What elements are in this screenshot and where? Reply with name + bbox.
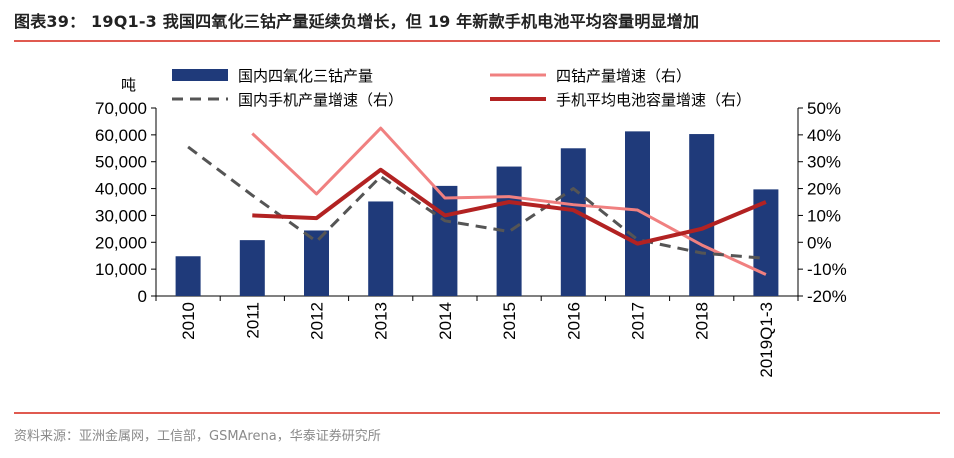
line-series-2 <box>187 145 767 260</box>
legend-label: 国内手机产量增速（右） <box>238 91 403 109</box>
x-tick-label: 2019Q1-3 <box>757 302 776 378</box>
bar <box>175 256 201 296</box>
chart-legend: 国内四氧化三钴产量 四钴产量增速（右） 国内手机产量增速（右） 手机平均电池容量增速（… <box>172 67 751 109</box>
x-tick-label: 2010 <box>179 302 198 340</box>
bar-series <box>175 131 779 296</box>
x-tick-label: 2018 <box>693 302 712 340</box>
chart-title: 图表39： 19Q1-3 我国四氧化三钴产量延续负增长，但 19 年新款手机电池… <box>14 12 700 31</box>
y-tick-label-right: -20% <box>807 287 847 306</box>
x-tick-label: 2015 <box>500 302 519 340</box>
y-tick-label-left: 30,000 <box>95 206 147 225</box>
bar <box>560 148 586 296</box>
bar <box>368 201 394 296</box>
bar <box>304 230 329 296</box>
x-tick-label: 2011 <box>243 302 262 339</box>
x-tick-label: 2013 <box>372 302 391 340</box>
line-series-3 <box>252 167 767 246</box>
line-series <box>187 126 767 276</box>
y-tick-label-left: 70,000 <box>95 99 147 118</box>
x-tick-label: 2012 <box>308 302 327 340</box>
y-axis-unit-label: 吨 <box>121 77 136 94</box>
y-tick-label-right: 0% <box>807 233 832 252</box>
y-tick-label-right: -10% <box>807 260 847 279</box>
y-tick-label-right: 10% <box>807 206 841 225</box>
footer-divider <box>14 412 940 414</box>
x-tick-label: 2014 <box>436 302 455 340</box>
y-tick-label-left: 10,000 <box>95 260 147 279</box>
legend-label: 手机平均电池容量增速（右） <box>556 91 751 109</box>
y-tick-label-right: 50% <box>807 99 841 118</box>
x-tick-label: 2016 <box>564 302 583 340</box>
x-tick-label: 2017 <box>629 302 648 340</box>
y-tick-label-left: 60,000 <box>95 126 147 145</box>
legend-label: 国内四氧化三钴产量 <box>238 67 373 85</box>
y-tick-label-left: 20,000 <box>95 233 147 252</box>
source-note: 资料来源：亚洲金属网，工信部，GSMArena，华泰证券研究所 <box>14 429 381 444</box>
bar <box>432 185 458 296</box>
title-divider <box>14 40 940 42</box>
y-tick-label-left: 0 <box>138 287 147 306</box>
bar <box>689 134 715 296</box>
legend-label: 四钴产量增速（右） <box>556 67 691 85</box>
y-tick-label-right: 20% <box>807 180 841 199</box>
bar <box>239 240 265 296</box>
y-tick-label-right: 40% <box>807 126 841 145</box>
y-tick-label-left: 50,000 <box>95 153 147 172</box>
y-tick-label-right: 30% <box>807 153 841 172</box>
chart-axes: 0 10,000 20,000 30,000 40,000 50,000 60,000 70,… <box>95 77 847 378</box>
legend-swatch <box>172 69 228 81</box>
y-tick-label-left: 40,000 <box>95 180 147 199</box>
